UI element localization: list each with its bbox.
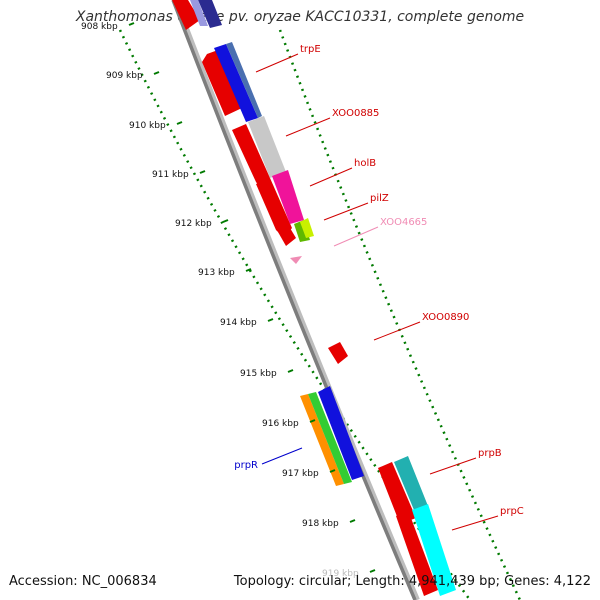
gene-label[interactable]: prpB [478,448,502,459]
gene-label[interactable]: prpR [234,460,258,471]
gene-leader-line [333,226,379,247]
gene-holB-block [256,178,292,238]
outer-ruler-track [118,29,472,600]
gene-label[interactable]: trpE [300,44,321,55]
backbone [171,0,417,600]
gene-leader-line [451,515,499,531]
gene-leader-line [429,457,477,475]
ruler-tick-label: 912 kbp [175,219,212,229]
gene-XOO0890-arrow [328,342,348,364]
gene-label[interactable]: pilZ [370,193,389,204]
gene-trpE-steel [226,42,262,118]
ruler-tick-label: 914 kbp [220,318,257,328]
ruler-tick-mark [287,369,294,373]
gene-label[interactable]: XOO0885 [332,108,379,119]
gene-prpR-orange [300,394,344,486]
backbone-shadow [172,0,420,600]
ruler-tick-label: 911 kbp [152,170,189,180]
gene-block-red-top [172,0,200,30]
ruler-tick-label: 909 kbp [106,71,143,81]
ruler-tick-mark [176,121,183,125]
gene-prpR-blue [318,386,364,480]
gene-label[interactable]: XOO0890 [422,312,469,323]
gene-label[interactable]: XOO4665 [380,217,427,228]
gene-leader-line [373,321,421,341]
gene-trpE-blue [214,44,258,122]
gene-label[interactable]: prpC [500,506,524,517]
gene-pilZ-red [278,228,296,246]
ruler-tick-mark [222,219,229,223]
gene-block-lightblue-top [190,0,208,26]
gene-leader-line [323,202,369,221]
ruler-tick-mark [329,469,336,473]
ruler-tick-mark [245,268,252,272]
ruler-tick-label: 908 kbp [81,22,118,32]
gene-leader-line [255,53,299,73]
inner-ruler-track [278,29,522,600]
gene-leader-line [309,167,353,187]
ruler-tick-mark [199,170,206,174]
ruler-tick-label: 918 kbp [302,519,339,529]
gene-prpB-teal [394,456,428,510]
ruler-tick-label: 917 kbp [282,469,319,479]
gene-leader-line [285,117,331,137]
gene-block-darkblue-top [198,0,222,28]
ruler-tick-mark [128,22,135,26]
ruler-tick-label: 913 kbp [198,268,235,278]
accession-text: Accession: NC_006834 [9,574,157,589]
gene-label[interactable]: holB [354,158,376,169]
gene-XOO4665-arrow [290,256,302,264]
gene-XOO0885-block [232,124,270,190]
ruler-tick-mark [309,419,316,423]
gene-prpB-red [378,462,416,524]
topology-text: Topology: circular; Length: 4,941,439 bp… [233,574,591,589]
gene-prpC-red [396,510,438,596]
gene-leader-line [261,447,303,465]
ruler-tick-label: 916 kbp [262,419,299,429]
ruler-tick-mark [153,71,160,75]
ruler-tick-mark [349,519,356,523]
gene-XOO0885-gray [248,116,286,178]
ruler-tick-label: 915 kbp [240,369,277,379]
gene-trpE-block [202,50,242,116]
ruler-tick-mark [267,318,274,322]
gene-prpR-green [308,392,352,484]
ruler-tick-label: 910 kbp [129,121,166,131]
ruler-tick-label: 919 kbp [322,569,359,579]
gene-prpC-cyan [412,504,456,596]
ruler-tick-mark [369,569,376,573]
gene-pilZ-lime [300,218,314,238]
gene-holB-magenta [272,170,304,224]
ruler-labels: 908 kbp 909 kbp 910 kbp 911 kbp 912 kbp 913 k… [81,22,376,579]
gene-labels: trpE XOO0885 holB pilZ XOO4665 XOO0890 prpB prp… [234,44,524,531]
